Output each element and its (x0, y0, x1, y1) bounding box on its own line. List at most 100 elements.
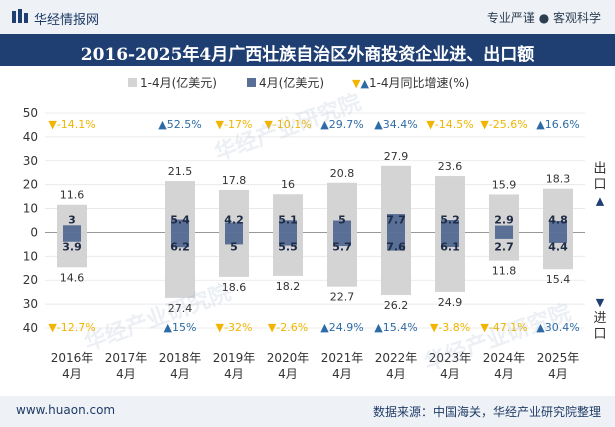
y-tick-label: 0 (30, 225, 38, 239)
x-tick-label: 4月 (116, 367, 136, 381)
footer-bar (0, 396, 615, 427)
growth-label-import: ▼-12.7% (48, 321, 95, 334)
x-tick-label: 2025年 (537, 351, 580, 365)
growth-label-export: ▲34.4% (374, 118, 417, 131)
growth-label-import: ▼-47.1% (480, 321, 527, 334)
bar-export-monthly (63, 225, 81, 233)
data-label-export-monthly: 5.1 (278, 213, 298, 226)
legend-item-monthly: 4月(亿美元) (247, 74, 324, 91)
data-label-import-cumulative: 26.2 (384, 299, 409, 312)
bar-export-monthly (441, 220, 459, 233)
arrow-up-icon: ▲ (596, 195, 605, 208)
growth-label-export: ▼-10.1% (264, 118, 311, 131)
data-label-import-monthly: 5.5 (278, 240, 298, 253)
bar-import-monthly (225, 232, 243, 245)
data-label-export-cumulative: 15.9 (492, 178, 517, 191)
y-tick-label: 10 (23, 249, 38, 263)
data-label-import-monthly: 4.4 (548, 240, 568, 253)
bar-export-monthly (279, 220, 297, 233)
bar-export-monthly (495, 225, 513, 233)
data-label-export-cumulative: 21.5 (168, 165, 193, 178)
side-label-export: 出 (593, 162, 606, 177)
y-tick-label: 30 (23, 297, 38, 311)
title-bar (0, 34, 615, 66)
data-label-import-cumulative: 15.4 (546, 273, 571, 286)
data-label-export-cumulative: 20.8 (330, 167, 355, 180)
data-label-import-monthly: 5 (230, 240, 238, 253)
arrow-down-icon: ▼ (596, 296, 605, 309)
growth-label-import: ▲15.4% (374, 321, 417, 334)
x-tick-label: 4月 (548, 367, 568, 381)
website-link[interactable]: www.huaon.com (16, 403, 116, 417)
data-label-export-cumulative: 18.3 (546, 173, 571, 186)
data-label-export-monthly: 5.2 (440, 213, 460, 226)
legend-swatch-blue (247, 78, 256, 87)
brand-logo-icon (12, 9, 28, 23)
side-label-import: 进 (593, 311, 606, 326)
data-label-import-cumulative: 18.6 (222, 281, 247, 294)
data-label-export-cumulative: 23.6 (438, 160, 463, 173)
legend-label-yoy: 1-4月同比增速(%) (368, 76, 470, 90)
data-label-import-cumulative: 27.4 (168, 302, 193, 315)
data-label-import-cumulative: 14.6 (60, 271, 85, 284)
y-tick-label: 40 (23, 130, 38, 144)
growth-label-import: ▼-2.6% (268, 321, 308, 334)
growth-label-export: ▼-14.1% (48, 118, 95, 131)
legend-item-yoy: ▼▲1-4月同比增速(%) (352, 74, 469, 91)
x-tick-label: 4月 (386, 367, 406, 381)
bar-export-monthly (387, 214, 405, 233)
data-label-import-monthly: 2.7 (494, 240, 514, 253)
header-bar: 华经情报网 专业严谨 ● 客观科学 (0, 0, 615, 34)
growth-label-import: ▼-32% (216, 321, 253, 334)
x-tick-label: 2022年 (375, 351, 418, 365)
tagline: 专业严谨 ● 客观科学 (486, 11, 601, 25)
x-tick-label: 2021年 (321, 351, 364, 365)
data-label-import-monthly: 3.9 (62, 240, 82, 253)
data-labels: 11.6 14.6 3 3.9 ▼-14.1% ▼-12.7% 21.5 27.4 5.4 6.2… (48, 118, 579, 334)
growth-label-export: ▲16.6% (536, 118, 579, 131)
data-label-import-monthly: 7.6 (386, 240, 406, 253)
bars (57, 165, 573, 298)
side-label-export: 口 (593, 178, 606, 193)
triangle-down-icon: ▼ (352, 77, 361, 90)
growth-label-export: ▲29.7% (320, 118, 363, 131)
bar-import-monthly (63, 232, 81, 242)
data-label-export-monthly: 4.8 (548, 213, 568, 226)
data-source: 数据来源：中国海关，华经产业研究院整理 (372, 405, 601, 419)
brand-name: 华经情报网 (34, 13, 100, 28)
x-tick-label: 4月 (494, 367, 514, 381)
growth-label-export: ▼-14.5% (426, 118, 473, 131)
data-label-export-monthly: 4.2 (224, 213, 244, 226)
bar-import-monthly (441, 232, 459, 248)
bar-export-monthly (171, 219, 189, 233)
data-label-export-monthly: 2.9 (494, 213, 514, 226)
x-tick-label: 2024年 (483, 351, 526, 365)
legend-label-cumulative: 1-4月(亿美元) (140, 76, 217, 90)
data-label-export-cumulative: 17.8 (222, 174, 247, 187)
data-label-import-cumulative: 22.7 (330, 291, 355, 304)
data-label-export-cumulative: 27.9 (384, 150, 409, 163)
growth-label-export: ▼-25.6% (480, 118, 527, 131)
data-label-export-monthly: 3 (68, 213, 76, 226)
legend-item-cumulative: 1-4月(亿美元) (128, 74, 217, 91)
data-label-export-cumulative: 16 (281, 178, 295, 191)
data-label-import-cumulative: 24.9 (438, 296, 463, 309)
data-label-export-cumulative: 11.6 (60, 189, 85, 202)
data-label-import-monthly: 6.1 (440, 240, 460, 253)
data-label-import-cumulative: 18.2 (276, 280, 301, 293)
data-label-export-monthly: 7.7 (386, 213, 406, 226)
data-label-import-cumulative: 11.8 (492, 265, 517, 278)
growth-label-import: ▲24.9% (320, 321, 363, 334)
x-tick-label: 4月 (278, 367, 298, 381)
data-label-import-monthly: 6.2 (170, 240, 190, 253)
legend: 1-4月(亿美元) 4月(亿美元) ▼▲1-4月同比增速(%) (0, 74, 615, 92)
bar-import-monthly (387, 232, 405, 251)
data-label-import-monthly: 5.7 (332, 240, 352, 253)
chart-title: 2016-2025年4月广西壮族自治区外商投资企业进、出口额 (80, 45, 535, 65)
growth-label-export: ▼-17% (216, 118, 253, 131)
x-tick-label: 2016年 (51, 351, 94, 365)
growth-label-import: ▲15% (164, 321, 197, 334)
bar-import-monthly (495, 232, 513, 239)
x-tick-label: 2017年 (105, 351, 148, 365)
